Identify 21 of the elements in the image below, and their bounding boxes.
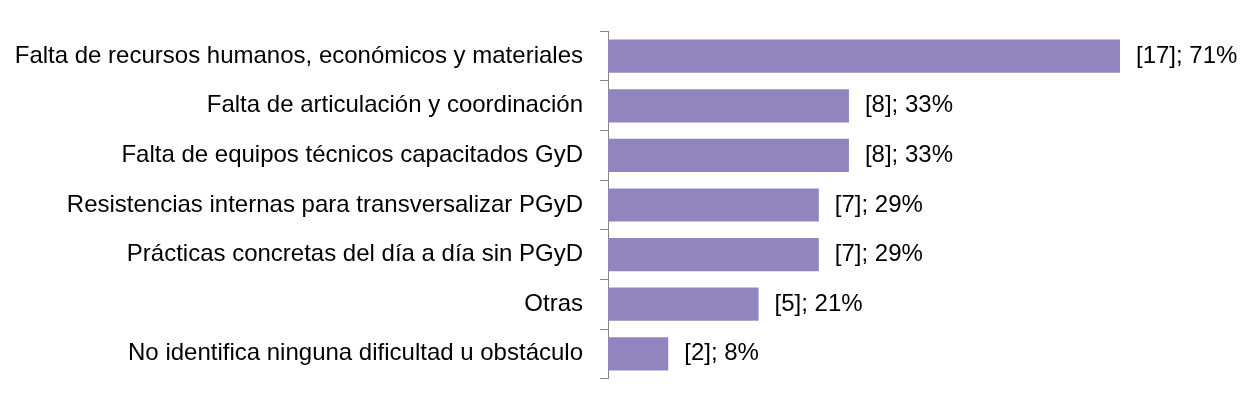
y-tick-label: Prácticas concretas del día a día sin PGyD: [126, 239, 583, 267]
y-tick-label: Resistencias internas para transversalizar PGyD: [66, 189, 583, 217]
bar: [608, 188, 819, 222]
data-label: [17]; 71%: [1136, 40, 1238, 68]
y-tick-label: Falta de recursos humanos, económicos y materiales: [14, 40, 583, 68]
bar: [608, 89, 849, 123]
y-tick-label: Falta de equipos técnicos capacitados GyD: [121, 140, 583, 168]
y-tick-label: No identifica ninguna dificultad u obstáculo: [128, 338, 583, 366]
bar: [608, 287, 759, 321]
data-label: [5]; 21%: [774, 288, 863, 316]
bar: [608, 39, 1120, 73]
data-label: [2]; 8%: [684, 338, 759, 366]
bar: [608, 138, 849, 173]
data-label: [8]; 33%: [864, 140, 953, 168]
data-label: [8]; 33%: [864, 90, 953, 118]
data-label: [7]; 29%: [834, 189, 923, 217]
y-tick-label: Otras: [524, 288, 583, 316]
y-tick-label: Falta de articulación y coordinación: [206, 90, 583, 118]
bar: [608, 237, 819, 272]
bar: [608, 337, 669, 371]
data-label: [7]; 29%: [834, 239, 923, 267]
